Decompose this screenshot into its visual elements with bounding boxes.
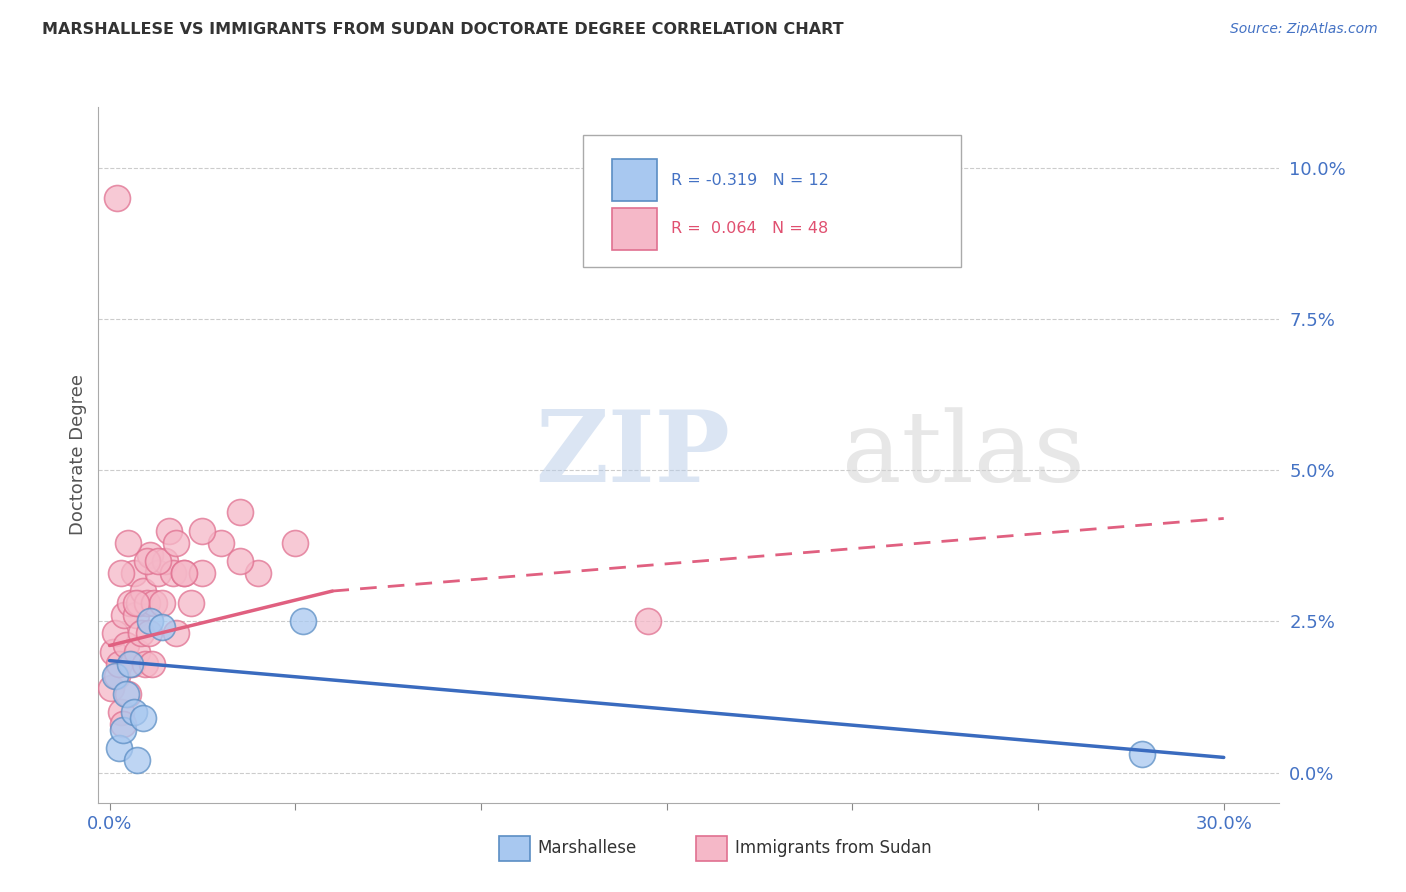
Point (115, 687, 138, 701)
Point (108, 741, 131, 756)
Point (124, 596, 146, 610)
Point (128, 596, 150, 610)
Point (122, 566, 145, 580)
Point (132, 711, 155, 725)
Point (118, 596, 141, 610)
Point (173, 566, 195, 580)
Point (191, 566, 214, 580)
Point (100, 681, 122, 695)
Point (135, 596, 157, 610)
Point (157, 524, 180, 538)
Point (180, 596, 202, 610)
Point (139, 548, 162, 562)
Point (228, 505, 250, 519)
Point (637, 615, 659, 629)
Point (104, 626, 127, 640)
Point (191, 524, 214, 538)
Point (127, 644, 149, 658)
Point (105, 669, 128, 683)
Point (122, 705, 145, 719)
Text: Marshallese: Marshallese (537, 839, 637, 857)
Point (143, 596, 166, 610)
FancyBboxPatch shape (612, 159, 657, 201)
Point (112, 608, 135, 623)
Point (118, 657, 141, 671)
FancyBboxPatch shape (612, 208, 657, 250)
Point (150, 620, 173, 634)
Point (111, 723, 134, 738)
Y-axis label: Doctorate Degree: Doctorate Degree (69, 375, 87, 535)
Text: R =  0.064   N = 48: R = 0.064 N = 48 (671, 221, 828, 236)
Point (117, 687, 139, 701)
Text: atlas: atlas (842, 407, 1085, 503)
Point (103, 644, 125, 658)
Point (291, 615, 314, 629)
Point (146, 554, 169, 568)
Point (150, 596, 173, 610)
Point (228, 554, 250, 568)
Point (162, 566, 184, 580)
Point (138, 626, 160, 640)
Point (129, 626, 152, 640)
Point (110, 705, 132, 719)
Point (165, 626, 187, 640)
Point (111, 717, 134, 731)
Point (134, 657, 156, 671)
Point (124, 608, 146, 623)
Point (115, 639, 138, 653)
Point (105, 191, 128, 205)
Text: ZIP: ZIP (536, 407, 730, 503)
Point (173, 566, 195, 580)
Point (121, 657, 143, 671)
Point (284, 535, 307, 549)
Point (209, 535, 232, 549)
Point (127, 754, 149, 768)
Point (135, 554, 157, 568)
Point (141, 657, 163, 671)
FancyBboxPatch shape (582, 135, 960, 267)
Text: R = -0.319   N = 12: R = -0.319 N = 12 (671, 172, 830, 187)
Point (110, 566, 132, 580)
Point (132, 584, 155, 599)
Point (104, 669, 127, 683)
Point (146, 566, 169, 580)
Point (1130, 747, 1153, 762)
Point (108, 657, 131, 671)
Point (247, 566, 270, 580)
Point (165, 535, 187, 549)
Point (155, 554, 177, 568)
Point (139, 615, 162, 629)
Point (117, 535, 139, 549)
Text: Immigrants from Sudan: Immigrants from Sudan (735, 839, 932, 857)
Text: MARSHALLESE VS IMMIGRANTS FROM SUDAN DOCTORATE DEGREE CORRELATION CHART: MARSHALLESE VS IMMIGRANTS FROM SUDAN DOC… (42, 22, 844, 37)
Text: Source: ZipAtlas.com: Source: ZipAtlas.com (1230, 22, 1378, 37)
